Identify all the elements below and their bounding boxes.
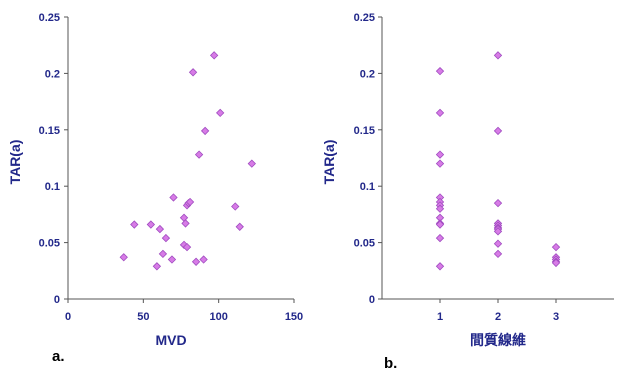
data-point — [209, 51, 219, 60]
y-axis-title: TAR(a) — [321, 140, 337, 185]
data-point — [216, 108, 225, 118]
y-tick-label: 0.15 — [354, 125, 375, 137]
panel-label: a. — [52, 348, 65, 365]
data-point — [158, 249, 168, 259]
data-point — [185, 197, 195, 207]
data-point — [247, 159, 256, 168]
data-point — [551, 258, 561, 268]
y-tick-label: 0.1 — [45, 181, 60, 193]
y-tick-label: 0 — [369, 294, 375, 306]
data-point — [182, 242, 192, 252]
x-tick-label: 150 — [285, 311, 303, 323]
data-point — [493, 198, 503, 208]
x-axis-title: 間質線維 — [470, 332, 526, 348]
data-point — [435, 262, 445, 271]
data-point — [551, 242, 561, 252]
data-point — [169, 193, 178, 202]
x-tick-label: 2 — [495, 311, 501, 323]
data-point — [181, 219, 190, 228]
data-point — [155, 224, 165, 234]
data-point — [119, 253, 128, 262]
panel-label: b. — [384, 355, 397, 372]
data-point — [231, 202, 240, 211]
x-axis-title: MVD — [155, 332, 186, 348]
data-point — [194, 150, 204, 159]
data-point — [435, 233, 445, 243]
y-tick-label: 0.05 — [354, 238, 375, 250]
data-point — [199, 255, 208, 264]
x-tick-label: 3 — [553, 311, 559, 323]
data-point — [130, 220, 139, 229]
data-point — [435, 66, 445, 76]
data-point — [235, 222, 244, 231]
data-point — [435, 220, 445, 229]
y-tick-label: 0.15 — [39, 125, 60, 137]
data-point — [188, 68, 198, 77]
data-point — [493, 239, 503, 248]
y-tick-label: 0.25 — [354, 12, 375, 24]
y-tick-label: 0 — [54, 294, 60, 306]
y-tick-label: 0.2 — [45, 68, 60, 80]
data-point — [493, 51, 503, 60]
x-tick-label: 0 — [65, 311, 71, 323]
x-tick-label: 1 — [437, 311, 443, 323]
data-point — [152, 262, 162, 271]
data-point — [435, 150, 445, 159]
data-point — [493, 249, 503, 259]
data-point — [435, 204, 445, 213]
data-point — [493, 227, 503, 236]
data-point — [191, 257, 201, 266]
y-tick-label: 0.2 — [360, 68, 375, 80]
data-point — [435, 159, 445, 168]
data-point — [200, 126, 210, 136]
y-tick-label: 0.25 — [39, 12, 60, 24]
data-point — [435, 108, 445, 118]
data-point — [493, 126, 503, 136]
data-point — [146, 220, 156, 229]
y-tick-label: 0.05 — [39, 238, 60, 250]
data-point — [161, 233, 171, 243]
chart-panel-b: 0 0.05 0.1 0.15 0.2 0.25 1 2 3 間質線維 TAR(a) b. — [321, 12, 614, 372]
x-tick-label: 50 — [137, 311, 149, 323]
data-point — [167, 255, 177, 264]
chart-panel-a: 0 0.05 0.1 0.15 0.2 0.25 0 50 100 150 MVD TAR(a) a. — [7, 12, 303, 365]
y-tick-label: 0.1 — [360, 181, 375, 193]
x-tick-label: 100 — [209, 311, 227, 323]
y-axis-title: TAR(a) — [7, 140, 23, 185]
